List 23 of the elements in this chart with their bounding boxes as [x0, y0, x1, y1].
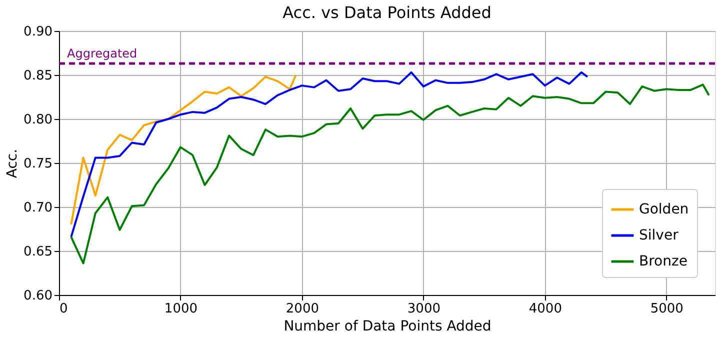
- y-tick-label: 0.60: [24, 288, 52, 304]
- x-tick-label: 4000: [528, 302, 562, 316]
- line-series: [70, 84, 710, 264]
- line-series: [70, 74, 297, 226]
- line-series: [70, 71, 588, 238]
- legend-label: Bronze: [639, 254, 688, 270]
- chart-title: Acc. vs Data Points Added: [282, 3, 492, 22]
- y-tick-label: 0.85: [24, 68, 52, 84]
- y-axis-title: Acc.: [4, 148, 21, 178]
- x-tick-label: 1000: [164, 302, 198, 316]
- y-tick-label: 0.80: [24, 112, 52, 128]
- x-tick-label: 5000: [650, 302, 684, 316]
- legend-label: Silver: [639, 228, 679, 244]
- y-tick-label: 0.70: [24, 200, 52, 216]
- legend-label: Golden: [639, 202, 689, 218]
- x-tick-label: 2000: [286, 302, 320, 316]
- y-tick-label: 0.65: [24, 244, 52, 260]
- x-tick-label: 3000: [407, 302, 440, 316]
- y-tick-label: 0.90: [24, 24, 52, 40]
- ref-line-label: Aggregated: [67, 46, 138, 61]
- x-tick-label: 0: [60, 302, 68, 316]
- y-tick-label: 0.75: [24, 156, 52, 172]
- x-axis-title: Number of Data Points Added: [284, 318, 492, 334]
